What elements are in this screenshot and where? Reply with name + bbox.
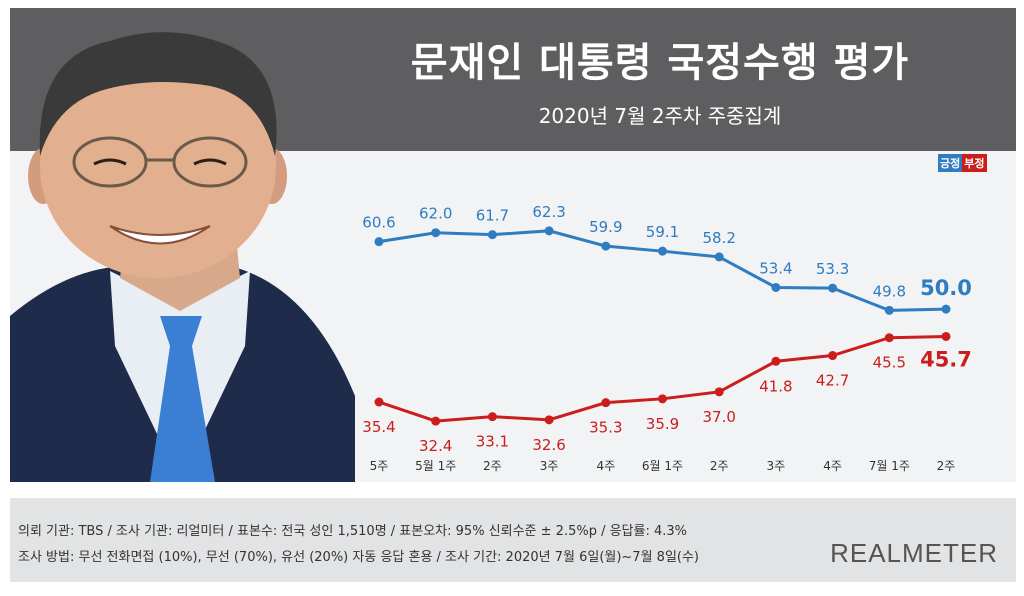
chart-title: 문재인 대통령 국정수행 평가 [410,40,910,86]
data-label: 50.0 [920,276,972,300]
data-point [658,246,667,256]
data-point [601,241,611,251]
data-point [941,331,951,341]
data-point [658,394,667,404]
data-point [771,282,781,292]
data-point [601,398,611,408]
portrait-tie [150,316,215,482]
x-tick-label: 4주 [823,459,842,473]
data-label: 59.1 [646,223,679,241]
data-point [941,304,951,314]
data-label: 60.6 [362,214,395,232]
x-tick-label: 2주 [483,459,502,473]
data-point [884,333,894,343]
portrait-face [40,54,276,278]
data-point [714,252,724,262]
data-point [374,237,384,247]
series-line-negative [378,334,947,423]
x-tick-label: 2주 [710,459,729,473]
data-point [487,230,497,240]
data-point [828,283,838,293]
data-point [431,228,441,238]
survey-info-line-1: 의뢰 기관: TBS / 조사 기관: 리얼미터 / 표본수: 전국 성인 1,… [18,524,688,539]
data-label: 45.7 [920,347,972,371]
data-label: 35.9 [646,415,679,433]
x-tick-label: 2주 [937,459,956,473]
data-label: 41.8 [759,377,792,395]
data-label: 32.6 [532,436,565,454]
x-tick-label: 5주 [370,459,389,473]
data-label: 35.4 [362,418,395,436]
data-point [714,387,724,397]
portrait-glasses-left [72,136,148,188]
x-tick-label: 4주 [596,459,615,473]
data-label: 62.0 [419,205,452,223]
data-point [487,412,497,422]
data-label: 37.0 [702,408,735,426]
x-tick-label: 6월 1주 [642,459,683,473]
x-tick-label: 5월 1주 [415,459,456,473]
footer: 의뢰 기관: TBS / 조사 기관: 리얼미터 / 표본수: 전국 성인 1,… [10,498,1016,582]
portrait-hair [39,32,277,156]
legend-positive: 긍정 [938,154,963,172]
data-label: 58.2 [702,229,735,247]
portrait-eye-right [193,158,227,166]
x-tick-label: 3주 [540,459,559,473]
data-point [544,226,554,236]
data-point [884,305,894,315]
data-point [544,415,554,425]
portrait-smile [109,225,211,245]
data-label: 62.3 [532,203,565,221]
data-point [431,416,441,426]
data-point [374,397,384,407]
data-label: 53.4 [759,259,792,277]
realmeter-logo: REALMETER [830,538,998,568]
data-label: 53.3 [816,260,849,278]
survey-info-line-2: 조사 방법: 무선 전화면접 (10%), 무선 (70%), 유선 (20%)… [18,550,700,565]
data-point [771,356,781,366]
data-label: 59.9 [589,218,622,236]
legend: 긍정 부정 [938,154,987,172]
data-label: 32.4 [419,437,452,455]
data-label: 61.7 [476,207,509,225]
x-tick-label: 7월 1주 [869,459,910,473]
data-label: 42.7 [816,372,849,390]
chart-subtitle: 2020년 7월 2주차 주중집계 [538,104,782,128]
data-point [828,351,838,361]
x-tick-label: 3주 [767,459,786,473]
data-label: 45.5 [873,354,906,372]
data-label: 49.8 [873,282,906,300]
series-line-positive [378,229,947,312]
president-portrait [10,32,355,482]
data-label: 33.1 [476,433,509,451]
portrait-eye-left [93,158,127,166]
legend-negative: 부정 [962,154,987,172]
portrait-glasses-right [172,136,248,188]
data-label: 35.3 [589,419,622,437]
